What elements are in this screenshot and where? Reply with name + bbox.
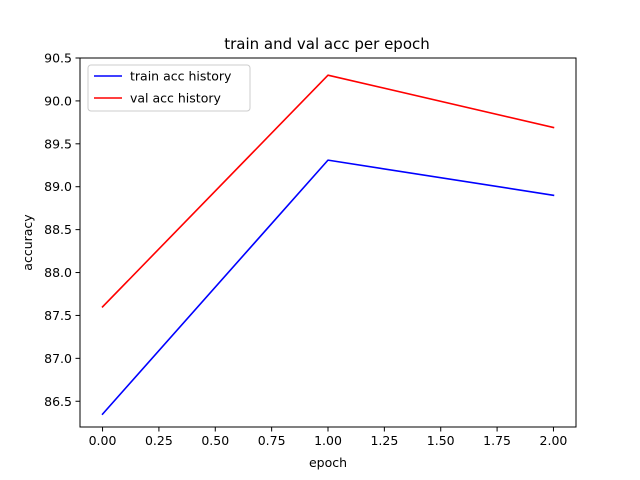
y-tick-label: 87.5	[44, 308, 72, 323]
axes-frame	[79, 57, 577, 428]
x-tick-label: 1.00	[314, 433, 342, 448]
legend-label: train acc history	[130, 69, 232, 84]
x-axis-label: epoch	[309, 455, 347, 470]
y-tick-label: 90.0	[44, 93, 72, 108]
x-tick-label: 0.00	[89, 433, 117, 448]
x-tick-label: 0.75	[258, 433, 286, 448]
y-tick-label: 89.0	[44, 179, 72, 194]
x-tick-label: 2.00	[540, 433, 568, 448]
y-tick-label: 87.0	[44, 351, 72, 366]
legend-label: val acc history	[130, 91, 221, 106]
x-tick-label: 1.25	[370, 433, 398, 448]
y-tick-label: 88.5	[44, 222, 72, 237]
plot-area	[101, 74, 555, 416]
y-tick-label: 88.0	[44, 265, 72, 280]
x-tick-label: 0.25	[145, 433, 173, 448]
x-tick-label: 1.50	[427, 433, 455, 448]
chart-title: train and val acc per epoch	[224, 35, 430, 53]
series-line-train	[101, 159, 555, 416]
legend-box	[87, 64, 251, 112]
legend: train acc history val acc history	[87, 64, 251, 112]
y-tick-label: 89.5	[44, 136, 72, 151]
y-axis-label: accuracy	[20, 214, 35, 271]
x-tick-label: 1.75	[483, 433, 511, 448]
x-tick-label: 0.50	[201, 433, 229, 448]
series-line-val	[101, 74, 555, 308]
y-tick-label: 90.5	[44, 51, 72, 66]
y-tick-label: 86.5	[44, 394, 72, 409]
